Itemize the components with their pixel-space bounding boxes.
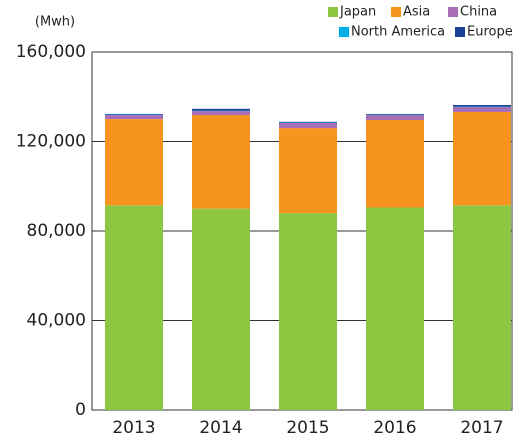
y-tick-label: 120,000 (16, 132, 86, 152)
bar-segment (105, 115, 163, 120)
bar-segment (366, 115, 424, 121)
bar-segment (366, 120, 424, 208)
bar-segment (192, 108, 250, 111)
bar-segment (105, 119, 163, 206)
x-tick-label: 2013 (112, 418, 155, 438)
bar-segment (453, 107, 511, 112)
bar-segment (366, 113, 424, 115)
legend-swatch (448, 7, 458, 17)
bar-segment (192, 111, 250, 116)
legend-label: North America (351, 25, 445, 40)
legend-swatch (391, 7, 401, 17)
unit-label: (Mwh) (35, 15, 75, 30)
legend-label: Asia (403, 5, 430, 20)
bar-segment (366, 207, 424, 410)
legend-swatch (339, 27, 349, 37)
bar-segment (453, 111, 511, 206)
x-tick-label: 2015 (286, 418, 329, 438)
bar-segment (105, 205, 163, 410)
x-tick-label: 2017 (460, 418, 503, 438)
x-tick-label: 2014 (199, 418, 242, 438)
y-tick-label: 40,000 (27, 311, 86, 331)
bar-segment (453, 105, 511, 107)
y-tick-label: 160,000 (16, 42, 86, 62)
x-tick-label: 2016 (373, 418, 416, 438)
legend-label: China (460, 5, 497, 20)
bar-segment (453, 205, 511, 410)
bar-segment (279, 122, 337, 129)
legend-swatch (328, 7, 338, 17)
legend-label: Europe (467, 25, 513, 40)
y-tick-label: 80,000 (27, 221, 86, 241)
legend-swatch (455, 27, 465, 37)
y-tick-label: 0 (75, 400, 86, 420)
legend-label: Japan (339, 5, 376, 20)
bar-segment (192, 115, 250, 209)
bar-segment (192, 208, 250, 410)
bar-segment (105, 113, 163, 115)
bar-segment (279, 128, 337, 214)
bar-segment (279, 213, 337, 410)
bar-segment (279, 121, 337, 123)
